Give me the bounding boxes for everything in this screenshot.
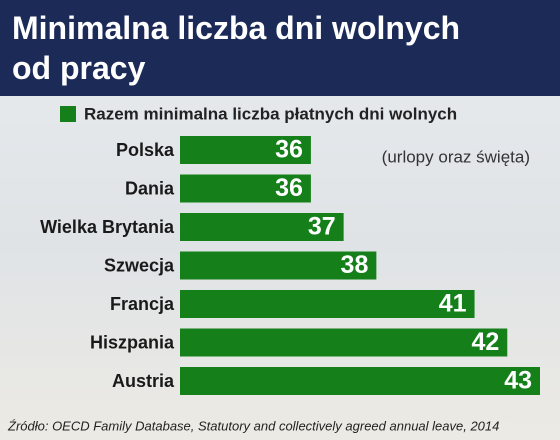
chart-title: Minimalna liczba dni wolnych od pracy xyxy=(12,10,461,86)
category-label: Szwecja xyxy=(104,255,175,275)
value-label: 36 xyxy=(275,174,303,202)
legend-label: Razem minimalna liczba płatnych dni woln… xyxy=(84,104,457,123)
bar xyxy=(180,213,344,241)
category-label: Hiszpania xyxy=(90,332,175,352)
category-label: Polska xyxy=(116,140,175,160)
value-label: 36 xyxy=(275,136,303,164)
source: Źródło: OECD Family Database, Statutory … xyxy=(7,418,499,433)
category-label: Wielka Brytania xyxy=(40,217,175,237)
chart: Razem minimalna liczba płatnych dni woln… xyxy=(7,104,540,433)
bar xyxy=(180,290,475,318)
value-label: 38 xyxy=(341,251,369,279)
value-label: 37 xyxy=(308,213,336,241)
annotation: (urlopy oraz święta) xyxy=(382,147,530,166)
bar xyxy=(180,328,508,357)
bar xyxy=(180,136,311,164)
value-label: 41 xyxy=(439,290,467,318)
bar xyxy=(180,174,311,203)
value-label: 42 xyxy=(471,328,499,356)
bar xyxy=(180,367,540,395)
category-label: Dania xyxy=(125,178,175,198)
category-label: Francja xyxy=(110,294,175,314)
bar xyxy=(180,251,377,280)
title-band: Minimalna liczba dni wolnych od pracy xyxy=(0,0,560,96)
category-label: Austria xyxy=(112,371,175,391)
value-label: 43 xyxy=(504,367,532,395)
legend-swatch xyxy=(60,106,76,122)
